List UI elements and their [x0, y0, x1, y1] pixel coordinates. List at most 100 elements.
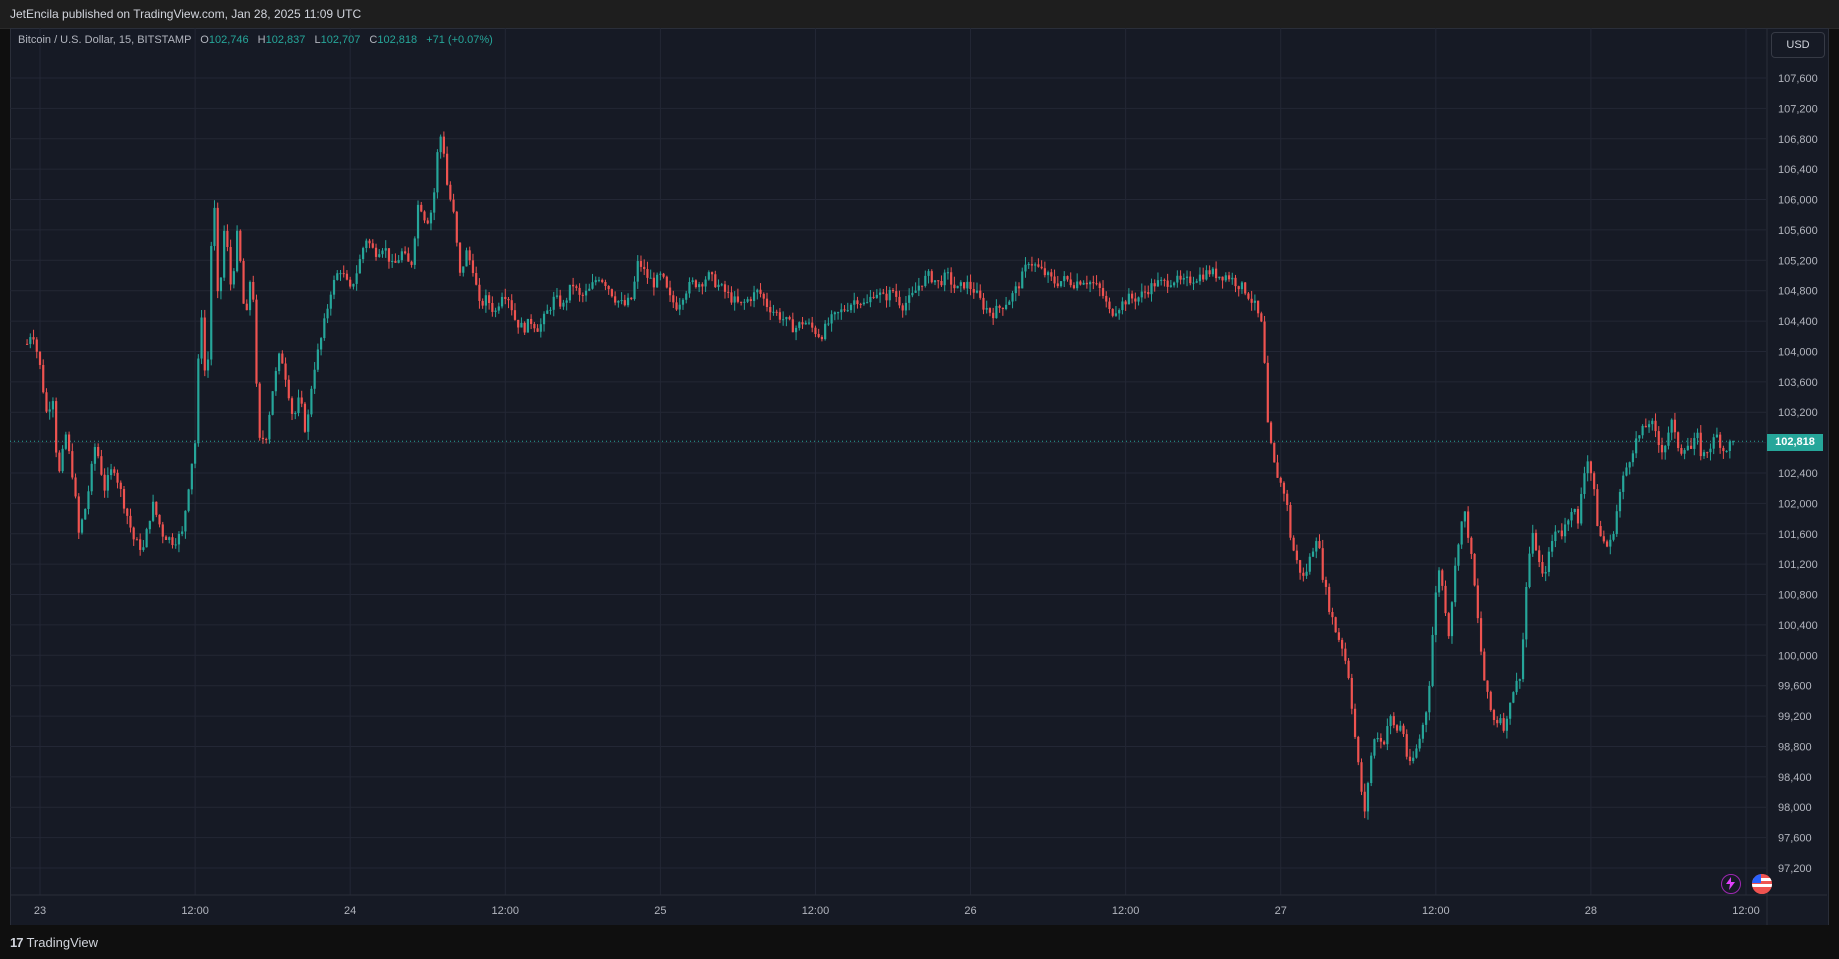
candle-body — [1525, 586, 1528, 640]
candle-body — [1059, 281, 1063, 287]
currency-selector-button[interactable]: USD — [1771, 32, 1825, 58]
candle-body — [1363, 791, 1366, 812]
candle-body — [1017, 286, 1021, 289]
candle-body — [962, 282, 966, 289]
candle-body — [93, 447, 97, 464]
candle-body — [488, 295, 491, 303]
candle-body — [1728, 441, 1731, 451]
candle-body — [988, 308, 992, 313]
candle-body — [268, 414, 271, 440]
candle-body — [811, 322, 814, 328]
candle-body — [1085, 282, 1088, 285]
y-tick-label: 101,200 — [1778, 559, 1818, 571]
candle-body — [1534, 532, 1538, 551]
high-label: H — [257, 34, 266, 46]
candle-body — [533, 323, 536, 329]
candle-body — [1699, 432, 1702, 457]
candle-body — [1302, 572, 1305, 576]
y-tick-label: 101,600 — [1778, 529, 1818, 541]
candle-body — [1612, 534, 1615, 540]
x-tick-label: 12:00 — [492, 905, 520, 917]
candle-body — [1544, 571, 1547, 574]
candle-body — [1043, 268, 1046, 276]
candle-body — [1053, 276, 1056, 284]
candle-body — [1289, 504, 1292, 538]
candle-body — [1030, 264, 1034, 266]
y-tick-label: 106,000 — [1778, 195, 1818, 207]
candle-body — [588, 288, 591, 291]
candle-body — [1153, 283, 1156, 287]
candle-body — [1683, 450, 1686, 454]
candle-body — [84, 508, 87, 520]
candle-body — [1211, 268, 1214, 275]
candle-body — [229, 247, 232, 285]
candle-body — [1408, 756, 1412, 761]
candle-body — [1457, 544, 1460, 566]
x-tick-label: 27 — [1275, 905, 1287, 917]
candle-body — [1079, 281, 1082, 285]
candle-body — [145, 529, 148, 548]
candle-body — [820, 336, 824, 340]
candle-body — [607, 286, 610, 290]
candle-body — [1392, 716, 1395, 726]
x-tick-label: 12:00 — [1732, 905, 1760, 917]
candle-body — [400, 251, 403, 261]
candle-body — [284, 363, 287, 380]
us-flag-icon[interactable] — [1752, 874, 1772, 894]
candle-body — [769, 307, 772, 313]
candle-body — [394, 261, 397, 263]
candle-body — [1111, 309, 1114, 316]
candle-body — [510, 300, 513, 311]
candle-body — [446, 153, 449, 185]
candle-body — [1651, 420, 1654, 425]
candle-body — [895, 291, 898, 297]
candle-body — [1370, 755, 1373, 784]
y-tick-label: 104,800 — [1778, 286, 1818, 298]
candle-body — [833, 312, 836, 315]
candle-body — [274, 371, 277, 392]
y-tick-label: 99,600 — [1778, 681, 1812, 693]
candle-body — [1182, 278, 1185, 280]
candle-body — [1253, 300, 1256, 303]
candle-body — [439, 136, 442, 153]
candle-body — [1554, 531, 1557, 542]
candle-body — [336, 273, 339, 280]
candle-body — [45, 392, 48, 412]
candle-body — [1331, 611, 1334, 618]
candle-body — [882, 292, 885, 294]
y-tick-label: 100,000 — [1778, 650, 1818, 662]
candle-body — [1247, 293, 1250, 299]
candle-body — [620, 300, 623, 302]
candle-body — [1234, 277, 1237, 287]
candle-body — [423, 211, 426, 221]
candle-body — [1541, 562, 1544, 574]
candle-body — [1628, 462, 1631, 468]
candle-body — [1130, 293, 1134, 299]
candle-body — [113, 469, 116, 473]
candle-body — [940, 281, 943, 286]
candle-body — [1502, 718, 1505, 731]
candle-body — [1353, 708, 1357, 737]
chart-area[interactable] — [10, 28, 1829, 926]
candle-body — [639, 261, 643, 267]
candle-body — [1260, 313, 1263, 322]
candle-body — [662, 273, 665, 277]
candle-body — [391, 261, 394, 263]
candle-body — [206, 359, 210, 371]
candle-body — [1496, 719, 1499, 724]
symbol-legend: Bitcoin / U.S. Dollar, 15, BITSTAMP O102… — [18, 34, 493, 46]
lightning-icon[interactable] — [1721, 874, 1741, 894]
candle-body — [972, 289, 975, 293]
candle-body — [743, 301, 746, 303]
tradingview-brand[interactable]: 17 TradingView — [10, 935, 98, 950]
candle-body — [1635, 438, 1638, 454]
candle-body — [294, 413, 297, 415]
candle-body — [727, 291, 730, 293]
candle-body — [1024, 264, 1027, 272]
candle-body — [546, 310, 549, 314]
candle-body — [190, 463, 193, 490]
candle-body — [119, 482, 122, 489]
candle-body — [791, 319, 794, 333]
candle-body — [1486, 680, 1489, 692]
